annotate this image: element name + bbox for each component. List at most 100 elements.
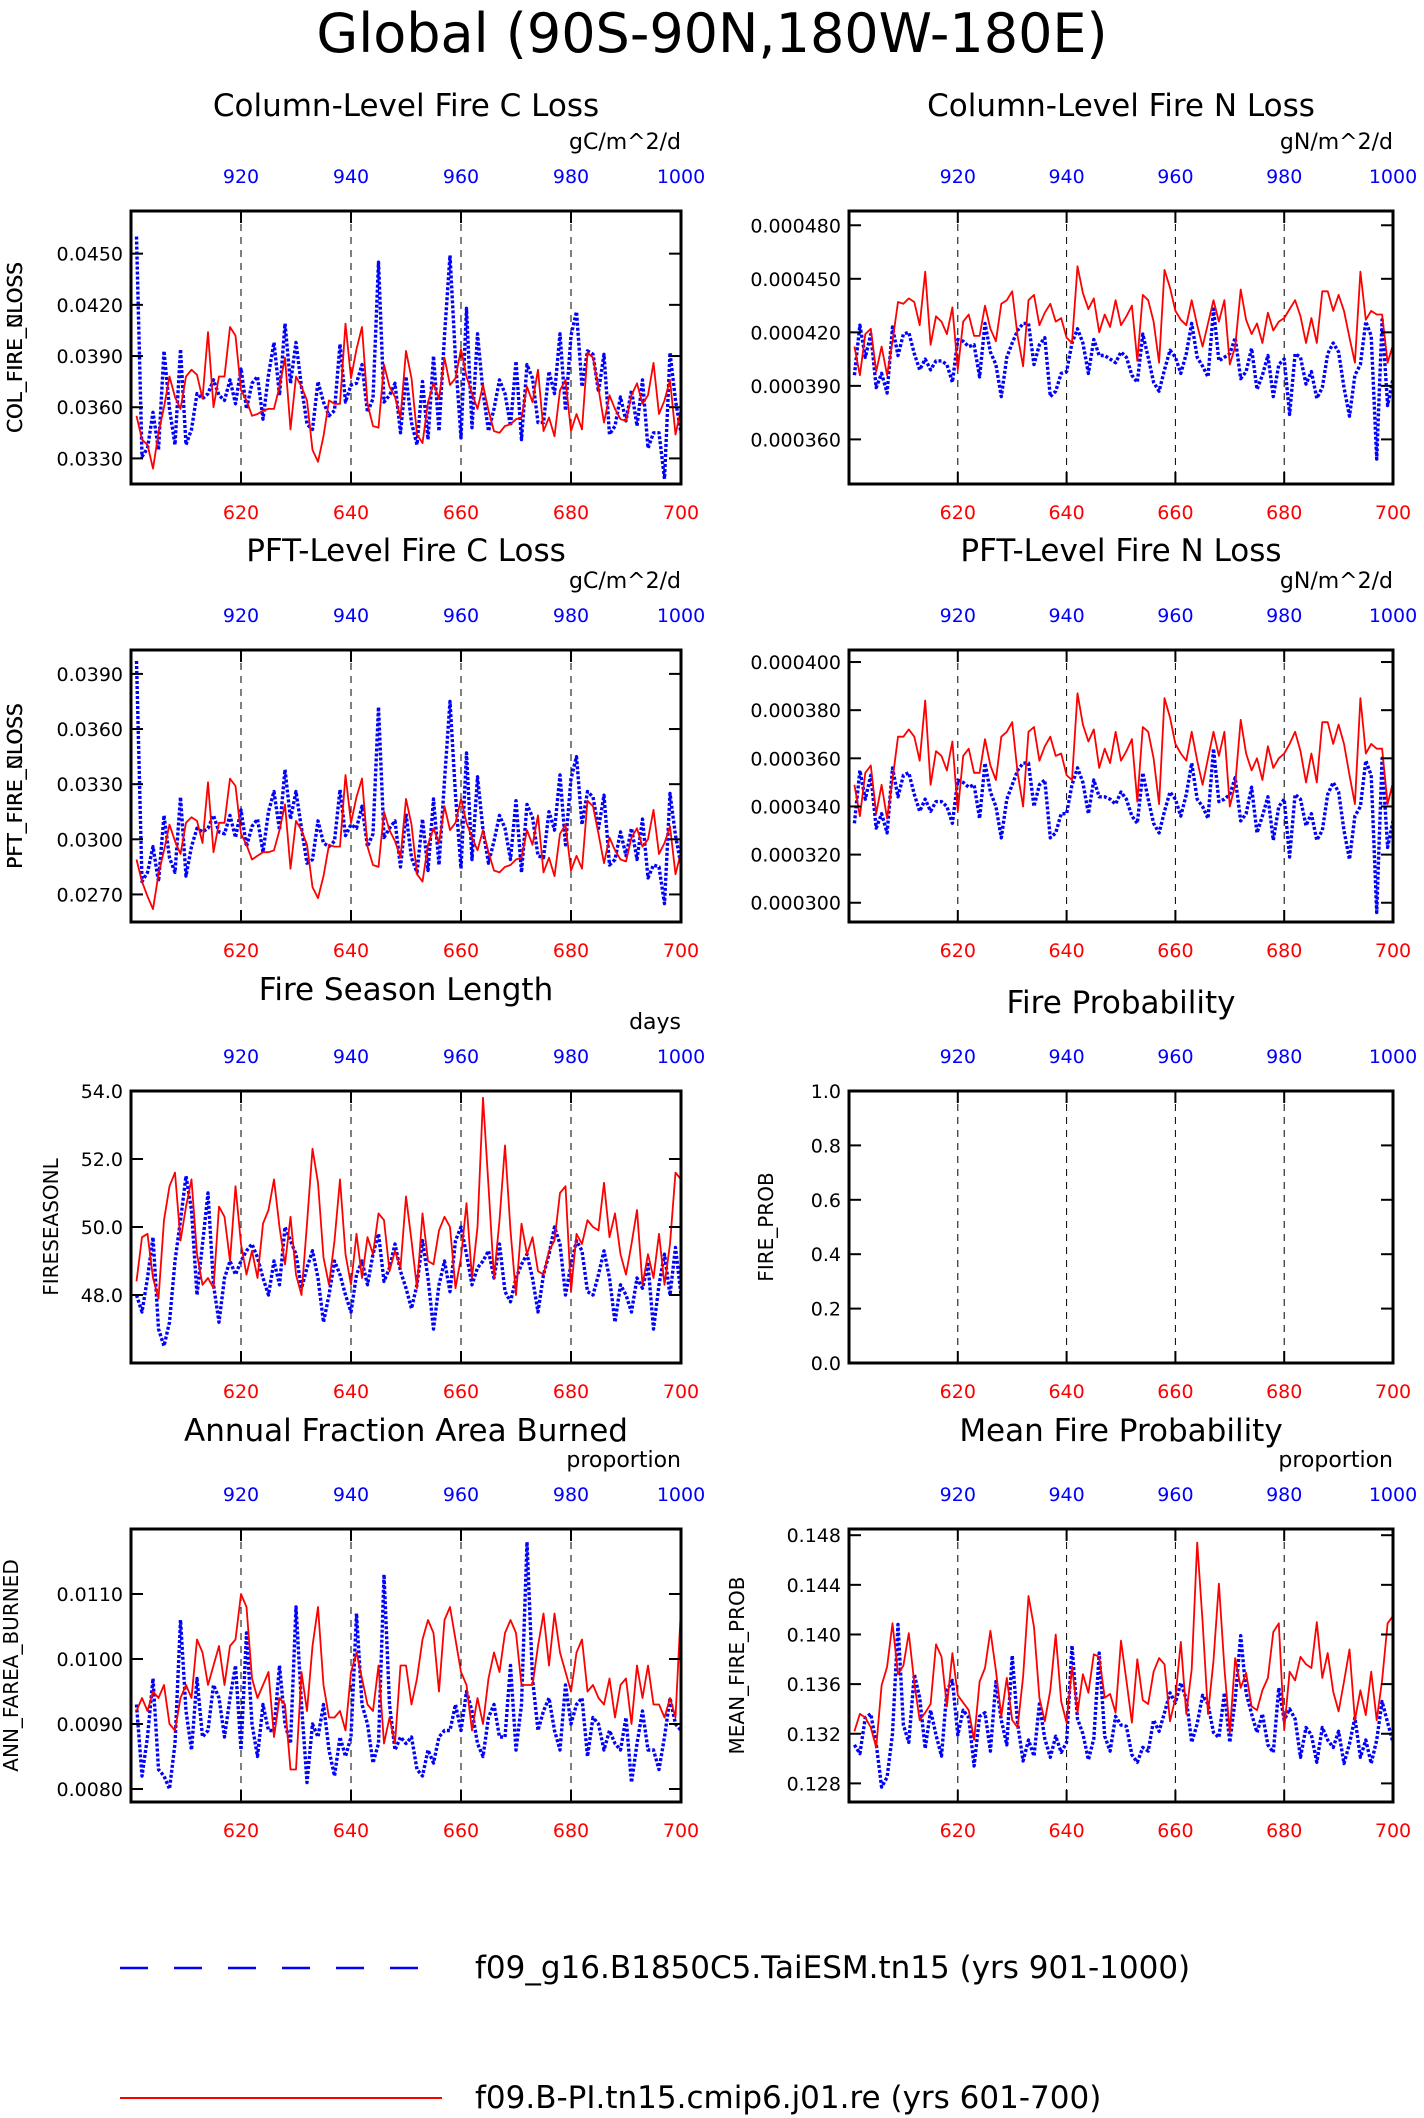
- x-bottom-tick-label: 640: [333, 502, 369, 524]
- y-tick-label: 0.000450: [750, 269, 841, 291]
- x-top-tick-label: 1000: [1369, 605, 1417, 627]
- figure-title: Global (90S-90N,180W-180E): [316, 2, 1107, 65]
- y-axis-label: COL_FIRE_NLOSS: [3, 262, 27, 433]
- y-tick-label: 0.000360: [750, 429, 841, 451]
- y-axis-label: FIRE_PROB: [754, 1172, 778, 1281]
- x-top-tick-label: 960: [1157, 166, 1193, 188]
- x-top-tick-label: 980: [1266, 1046, 1302, 1068]
- series-red-line: [135, 322, 682, 470]
- y-tick-label: 0.0420: [57, 295, 123, 317]
- x-bottom-tick-label: 700: [663, 502, 699, 524]
- x-top-tick-label: 980: [553, 1484, 589, 1506]
- x-bottom-tick-label: 620: [223, 1381, 259, 1403]
- y-tick-label: 50.0: [81, 1217, 123, 1239]
- series-blue-line: [134, 1540, 683, 1791]
- x-top-tick-label: 920: [223, 1484, 259, 1506]
- x-top-tick-label: 960: [1157, 605, 1193, 627]
- y-tick-label: 0.0270: [57, 884, 123, 906]
- y-tick-label: 0.000400: [750, 652, 841, 674]
- x-top-tick-label: 920: [940, 166, 976, 188]
- x-top-tick-label: 980: [1266, 166, 1302, 188]
- chart-title: Fire Probability: [1006, 985, 1235, 1021]
- plot-frame: [129, 648, 683, 924]
- x-bottom-tick-label: 660: [1157, 502, 1193, 524]
- units-label: gC/m^2/d: [569, 130, 681, 155]
- plot-frame: [129, 209, 683, 486]
- y-tick-label: 0.148: [787, 1525, 841, 1547]
- chart-title: Fire Season Length: [259, 972, 553, 1008]
- x-top-tick-label: 920: [940, 1484, 976, 1506]
- y-tick-label: 0.000390: [750, 376, 841, 398]
- x-bottom-tick-label: 640: [333, 1820, 369, 1842]
- x-bottom-tick-label: 680: [1266, 1820, 1302, 1842]
- x-top-tick-label: 940: [333, 605, 369, 627]
- x-bottom-tick-label: 660: [443, 502, 479, 524]
- x-top-tick-label: 960: [443, 166, 479, 188]
- x-top-tick-label: 1000: [1369, 1046, 1417, 1068]
- y-tick-label: 0.000300: [750, 893, 841, 915]
- chart-title: Column-Level Fire N Loss: [927, 88, 1315, 124]
- x-bottom-tick-label: 680: [553, 502, 589, 524]
- chart-panel-5: Fire Season Length days 48.0 50.0 52.0 54.0 62…: [39, 972, 705, 1403]
- x-bottom-tick-label: 660: [443, 940, 479, 962]
- x-top-tick-label: 920: [223, 1046, 259, 1068]
- x-bottom-tick-label: 620: [940, 940, 976, 962]
- x-bottom-tick-label: 700: [663, 940, 699, 962]
- series-blue-line: [852, 747, 1395, 915]
- units-label: proportion: [566, 1448, 681, 1473]
- y-tick-label: 0.128: [787, 1773, 841, 1795]
- y-tick-label: 0.0390: [57, 664, 123, 686]
- y-tick-label: 54.0: [81, 1081, 123, 1103]
- x-bottom-tick-label: 620: [223, 1820, 259, 1842]
- y-tick-label: 0.000360: [750, 748, 841, 770]
- y-tick-label: 0.2: [811, 1299, 841, 1321]
- y-tick-label: 0.0330: [57, 448, 123, 470]
- chart-title: Column-Level Fire C Loss: [213, 88, 599, 124]
- y-tick-label: 48.0: [81, 1285, 123, 1307]
- x-bottom-tick-label: 620: [940, 1381, 976, 1403]
- y-tick-label: 0.0450: [57, 244, 123, 266]
- y-tick-label: 0.000340: [750, 796, 841, 818]
- x-bottom-tick-label: 700: [1375, 1820, 1411, 1842]
- y-tick-label: 0.0360: [57, 719, 123, 741]
- units-label: days: [629, 1010, 681, 1035]
- y-tick-label: 0.4: [811, 1244, 841, 1266]
- chart-title: Mean Fire Probability: [959, 1413, 1282, 1449]
- x-bottom-tick-label: 660: [1157, 1381, 1193, 1403]
- x-top-tick-label: 960: [443, 605, 479, 627]
- x-bottom-tick-label: 700: [663, 1381, 699, 1403]
- x-top-tick-label: 1000: [657, 1484, 705, 1506]
- y-tick-label: 0.0080: [57, 1779, 123, 1801]
- x-bottom-tick-label: 640: [1048, 1381, 1084, 1403]
- units-label: proportion: [1278, 1448, 1393, 1473]
- y-tick-label: 0.0110: [57, 1584, 123, 1606]
- x-top-tick-label: 940: [1048, 1046, 1084, 1068]
- series-red-line: [135, 1096, 682, 1300]
- units-label: gN/m^2/d: [1280, 130, 1393, 155]
- y-tick-label: 0.8: [811, 1135, 841, 1157]
- x-top-tick-label: 1000: [1369, 166, 1417, 188]
- y-axis-label: COL_FIRE_CLOSS: [3, 262, 27, 432]
- x-top-tick-label: 940: [1048, 1484, 1084, 1506]
- legend: f09_g16.B1850C5.TaiESM.tn15 (yrs 901-100…: [120, 1950, 1190, 2116]
- y-tick-label: 0.000480: [750, 215, 841, 237]
- x-bottom-tick-label: 680: [553, 940, 589, 962]
- x-top-tick-label: 920: [223, 605, 259, 627]
- plot-frame: [847, 209, 1395, 486]
- x-top-tick-label: 1000: [657, 166, 705, 188]
- x-top-tick-label: 980: [553, 1046, 589, 1068]
- y-tick-label: 0.144: [787, 1575, 841, 1597]
- series-blue-line: [134, 236, 683, 481]
- y-tick-label: 0.0090: [57, 1714, 123, 1736]
- y-tick-label: 0.000320: [750, 845, 841, 867]
- x-bottom-tick-label: 640: [1048, 502, 1084, 524]
- y-tick-label: 0.6: [811, 1190, 841, 1212]
- y-tick-label: 0.0300: [57, 829, 123, 851]
- chart-panel-2: Column-Level Fire N Loss gN/m^2/d 0.000360…: [3, 88, 1417, 524]
- plot-frame: [847, 1089, 1395, 1365]
- legend-label-1: f09_g16.B1850C5.TaiESM.tn15 (yrs 901-100…: [475, 1950, 1190, 1986]
